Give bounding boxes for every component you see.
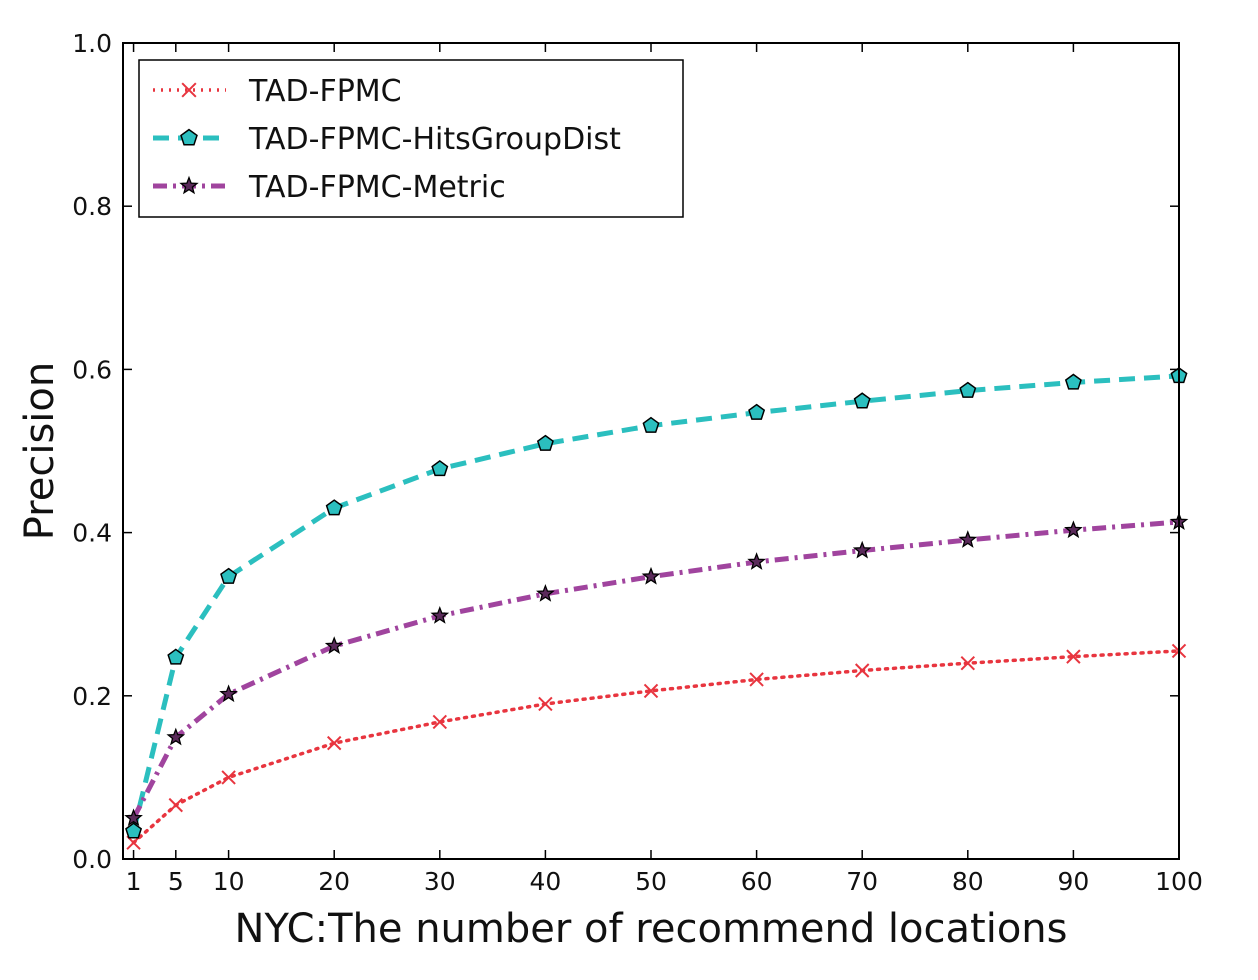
x-tick-label: 70 [846, 867, 878, 896]
y-tick-label: 0.0 [72, 845, 112, 874]
marker-stroke [538, 696, 553, 712]
x-tick-label: 100 [1155, 867, 1203, 896]
legend-label-tad-fpmc-metric: TAD-FPMC-Metric [248, 170, 506, 205]
legend-box [138, 59, 684, 218]
marker-stroke [168, 797, 184, 813]
series-layer [124, 367, 1189, 850]
data-point-tad-fpmc [854, 663, 870, 678]
data-point-tad-fpmc [960, 655, 976, 671]
data-point-tad-fpmc-metric [430, 606, 450, 624]
data-point-tad-fpmc-metric [958, 530, 978, 548]
data-point-tad-fpmc [221, 770, 236, 785]
y-axis-label: Precision [17, 362, 63, 540]
x-tick-label: 90 [1057, 867, 1089, 896]
data-point-tad-fpmc-hitsgroupdist [1064, 373, 1082, 390]
marker-stroke [1066, 649, 1081, 664]
legend-marker-tad-fpmc [181, 82, 197, 98]
x-tick-label: 80 [952, 867, 984, 896]
data-point-tad-fpmc-metric [1064, 520, 1083, 539]
y-tick-label: 0.4 [72, 519, 112, 548]
data-point-tad-fpmc-metric [324, 636, 344, 654]
data-point-tad-fpmc-hitsgroupdist [536, 434, 554, 451]
data-point-tad-fpmc [1066, 649, 1081, 664]
data-point-tad-fpmc-metric [219, 684, 238, 703]
y-tick-label: 0.8 [72, 192, 112, 221]
data-point-tad-fpmc-hitsgroupdist [431, 460, 449, 477]
x-tick-label: 40 [529, 867, 561, 896]
x-tick-label: 5 [168, 867, 184, 896]
series-line-tad-fpmc [131, 649, 1181, 845]
legend-marker-tad-fpmc-metric [179, 175, 199, 195]
data-point-tad-fpmc [749, 672, 764, 687]
marker-stroke [854, 663, 870, 678]
x-tick-label: 50 [635, 867, 667, 896]
x-tick-label: 20 [318, 867, 350, 896]
x-tick-label: 30 [424, 867, 456, 896]
marker-stroke [960, 655, 976, 671]
data-point-tad-fpmc [643, 683, 659, 699]
marker-stroke [749, 672, 764, 687]
ticks-layer: 1 5 10 20 30 40 50 60 70 80 90 100 0.0 0.2 0.4 0.6 0.8 1.… [72, 29, 1203, 896]
x-tick-label: 60 [741, 867, 773, 896]
legend-label-tad-fpmc-hitsgroupdist: TAD-FPMC-HitsGroupDist [248, 122, 621, 157]
x-axis-label: NYC:The number of recommend locations [235, 906, 1068, 952]
y-tick-label: 1.0 [72, 29, 112, 58]
data-point-tad-fpmc-hitsgroupdist [167, 648, 185, 665]
data-point-tad-fpmc-metric [747, 552, 766, 570]
marker-stroke [326, 735, 342, 751]
data-point-tad-fpmc-metric [641, 566, 661, 585]
data-point-tad-fpmc [326, 735, 342, 751]
data-point-tad-fpmc-hitsgroupdist [125, 822, 143, 839]
x-tick-label: 10 [213, 867, 245, 896]
data-point-tad-fpmc [432, 714, 448, 730]
data-point-tad-fpmc-hitsgroupdist [748, 403, 766, 420]
legend: TAD-FPMC TAD-FPMC-HitsGroupDist TAD-FPMC-M… [138, 59, 684, 218]
marker-stroke [643, 683, 659, 699]
data-point-tad-fpmc-metric [124, 808, 143, 827]
y-tick-label: 0.6 [72, 355, 112, 384]
data-point-tad-fpmc-metric [536, 583, 555, 602]
marker-stroke [181, 82, 197, 98]
data-point-tad-fpmc [538, 696, 553, 712]
marker-stroke [221, 770, 236, 785]
data-point-tad-fpmc-metric [166, 727, 186, 746]
data-point-tad-fpmc-hitsgroupdist [220, 567, 238, 584]
data-point-tad-fpmc-metric [852, 540, 872, 559]
data-point-tad-fpmc [168, 797, 184, 813]
legend-label-tad-fpmc: TAD-FPMC [248, 74, 402, 109]
y-tick-label: 0.2 [72, 682, 112, 711]
marker-stroke [432, 714, 448, 730]
data-point-tad-fpmc-hitsgroupdist [853, 392, 871, 409]
series-line-tad-fpmc-metric [131, 519, 1180, 820]
data-point-tad-fpmc-hitsgroupdist [959, 381, 977, 398]
data-point-tad-fpmc-hitsgroupdist [325, 499, 343, 516]
x-tick-label: 1 [126, 867, 142, 896]
series-line-tad-fpmc-hitsgroupdist [131, 373, 1180, 832]
data-point-tad-fpmc-hitsgroupdist [642, 416, 660, 433]
legend-marker-tad-fpmc-hitsgroupdist [180, 128, 198, 146]
